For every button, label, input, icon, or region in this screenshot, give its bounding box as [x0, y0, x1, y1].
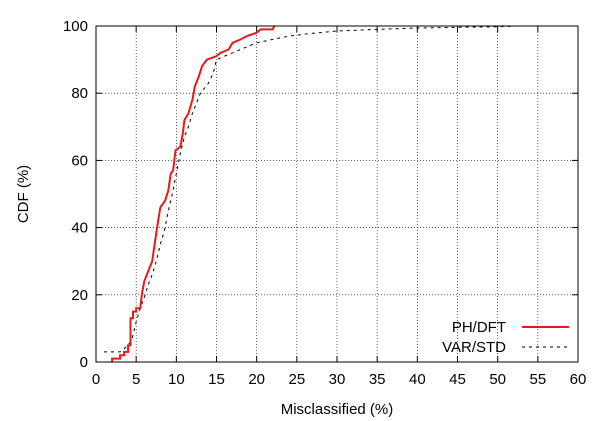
x-tick-label: 15	[208, 371, 225, 388]
x-tick-label: 45	[449, 371, 466, 388]
y-tick-label: 0	[80, 354, 88, 371]
x-tick-label: 50	[489, 371, 506, 388]
x-tick-label: 35	[369, 371, 386, 388]
x-tick-label: 10	[168, 371, 185, 388]
legend: PH/DFT VAR/STD	[442, 319, 569, 356]
y-tick-label: 40	[71, 220, 88, 237]
x-tick-label: 30	[329, 371, 346, 388]
series-layer	[104, 25, 538, 362]
y-tick-label: 20	[71, 287, 88, 304]
legend-label: VAR/STD	[442, 339, 506, 356]
x-tick-label: 0	[92, 371, 100, 388]
x-tick-label: 40	[409, 371, 426, 388]
x-tick-label: 55	[529, 371, 546, 388]
series-line-var-std	[104, 25, 538, 353]
x-tick-label: 20	[248, 371, 265, 388]
series-line-ph-dft	[111, 25, 276, 362]
y-tick-label: 80	[71, 85, 88, 102]
y-axis-label: CDF (%)	[15, 165, 32, 223]
y-tick-label: 100	[63, 18, 88, 35]
legend-label: PH/DFT	[452, 319, 506, 336]
plot-frame	[95, 25, 579, 363]
grid-lines	[96, 26, 578, 362]
x-tick-label: 60	[570, 371, 587, 388]
x-tick-label: 5	[132, 371, 140, 388]
x-tick-label: 25	[288, 371, 305, 388]
tick-labels: 0 5 10 15 20 25 30 35 40 45 50 55 60 0 20 40 60 80 100	[63, 18, 586, 388]
x-axis-label: Misclassified (%)	[281, 401, 394, 418]
y-tick-label: 60	[71, 152, 88, 169]
